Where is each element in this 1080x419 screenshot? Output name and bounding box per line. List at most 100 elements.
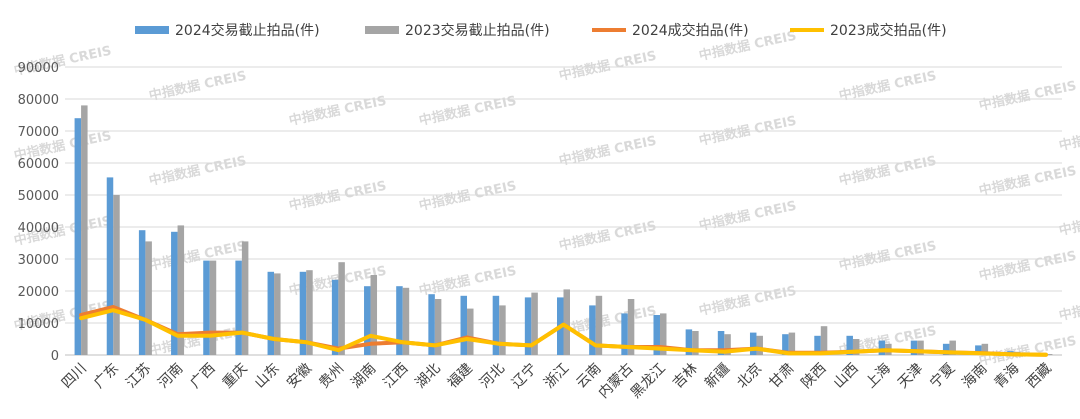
bar-2023-total bbox=[531, 292, 538, 355]
x-category-label: 宁夏 bbox=[926, 360, 958, 392]
watermark-text: 中指数据 CREIS bbox=[838, 238, 938, 274]
bar-2024-total bbox=[589, 305, 596, 355]
bar-2023-total bbox=[981, 343, 989, 355]
watermark-text: 中指数据 CREIS bbox=[418, 263, 518, 299]
bar-2023-total bbox=[820, 326, 828, 355]
y-tick-label: 20000 bbox=[18, 285, 59, 300]
bar-2024-total bbox=[653, 315, 660, 355]
bar-2023-total bbox=[467, 308, 474, 355]
x-category-label: 贵州 bbox=[316, 361, 347, 392]
watermark-text: 中指数据 CREIS bbox=[148, 153, 248, 189]
bar-2024-total bbox=[267, 271, 275, 355]
bar-2023-total bbox=[81, 105, 88, 356]
watermark-text: 中指数据 CREIS bbox=[1058, 203, 1080, 239]
bar-2024-total bbox=[782, 334, 789, 355]
line-2023-sold bbox=[79, 308, 1048, 357]
x-category-label: 河北 bbox=[477, 361, 508, 392]
bar-2023-total bbox=[338, 262, 345, 355]
watermark-text: 中指数据 CREIS bbox=[978, 163, 1078, 199]
bar-2024-total bbox=[749, 332, 757, 355]
x-category-label: 北京 bbox=[734, 361, 765, 392]
watermark-text: 中指数据 CREIS bbox=[148, 68, 248, 104]
bar-2024-total bbox=[396, 286, 403, 355]
bar-2023-total bbox=[274, 273, 281, 355]
bar-2024-total bbox=[203, 260, 210, 355]
y-tick-label: 30000 bbox=[18, 253, 59, 268]
x-category-label: 江苏 bbox=[123, 361, 154, 392]
bar-2023-total bbox=[499, 305, 506, 355]
bar-2023-total bbox=[595, 295, 603, 355]
bar-2023-total bbox=[692, 331, 699, 355]
bar-2023-total bbox=[724, 334, 731, 355]
bar-2024-total bbox=[910, 340, 918, 355]
watermark-text: 中指数据 CREIS bbox=[288, 93, 388, 129]
legend: 2024交易截止拍品(件) 2023交易截止拍品(件) 2024成交拍品(件) 202… bbox=[135, 22, 947, 39]
x-category-label: 重庆 bbox=[220, 361, 251, 392]
bar-2023-total bbox=[788, 332, 796, 355]
bar-2023-total bbox=[563, 289, 570, 355]
bar-2024-total bbox=[492, 295, 500, 355]
bar-2023-total bbox=[949, 340, 956, 355]
x-category-label: 陕西 bbox=[799, 361, 830, 392]
x-category-label: 湖北 bbox=[413, 361, 444, 392]
x-category-label: 西藏 bbox=[1024, 361, 1055, 392]
bar-2023-total bbox=[852, 339, 860, 355]
y-tick-label: 80000 bbox=[18, 93, 59, 108]
bar-2024-total bbox=[106, 177, 114, 355]
bar-2024-total bbox=[460, 295, 468, 355]
legend-label: 2024成交拍品(件) bbox=[632, 22, 749, 39]
x-category-label: 四川 bbox=[59, 361, 90, 392]
bar-2024-total bbox=[74, 118, 82, 355]
watermark-text: 中指数据 CREIS bbox=[838, 68, 938, 104]
bar-2024-total bbox=[621, 313, 628, 355]
watermark-text: 中指数据 CREIS bbox=[978, 248, 1078, 284]
bar-2024-total bbox=[364, 286, 371, 355]
x-category-label: 江西 bbox=[380, 361, 411, 392]
bar-2023-total bbox=[756, 335, 763, 355]
y-tick-label: 70000 bbox=[18, 125, 59, 140]
bar-2024-total bbox=[171, 231, 178, 355]
x-category-label: 新疆 bbox=[702, 361, 733, 392]
watermark-text: 中指数据 CREIS bbox=[418, 93, 518, 129]
x-category-label: 安徽 bbox=[284, 361, 315, 392]
bar-2024-total bbox=[814, 335, 821, 355]
watermark-text: 中指数据 CREIS bbox=[558, 303, 658, 339]
x-category-label: 广西 bbox=[187, 361, 218, 392]
bar-2024-total bbox=[942, 343, 950, 355]
x-category-label: 河南 bbox=[155, 361, 186, 392]
watermark-text: 中指数据 CREIS bbox=[698, 283, 798, 319]
watermark-text: 中指数据 CREIS bbox=[558, 48, 658, 84]
watermark-text: 中指数据 CREIS bbox=[978, 78, 1078, 114]
y-tick-label: 40000 bbox=[18, 221, 59, 236]
bar-2023-total bbox=[402, 287, 410, 355]
y-axis: 0 10000 20000 30000 40000 50000 60000 70000 8000… bbox=[18, 61, 59, 364]
series-lines bbox=[79, 305, 1048, 357]
legend-label: 2023成交拍品(件) bbox=[830, 22, 947, 39]
legend-swatch bbox=[365, 26, 399, 34]
bar-2024-total bbox=[975, 345, 982, 355]
bar-2023-total bbox=[177, 225, 185, 355]
x-category-label: 辽宁 bbox=[508, 360, 540, 392]
watermark-text: 中指数据 CREIS bbox=[288, 178, 388, 214]
bar-2023-total bbox=[209, 260, 217, 355]
bar-2023-total bbox=[659, 313, 667, 355]
legend-label: 2023交易截止拍品(件) bbox=[405, 22, 550, 39]
watermark-text: 中指数据 CREIS bbox=[148, 238, 248, 274]
watermark-text: 中指数据 CREIS bbox=[1058, 118, 1080, 154]
watermark-text: 中指数据 CREIS bbox=[698, 198, 798, 234]
bar-2023-total bbox=[1045, 354, 1053, 355]
bar-2023-total bbox=[627, 299, 635, 355]
bar-2024-total bbox=[331, 279, 339, 355]
y-tick-label: 50000 bbox=[18, 189, 59, 204]
watermark-text: 中指数据 CREIS bbox=[418, 178, 518, 214]
bar-2023-total bbox=[370, 275, 378, 355]
x-category-label: 山东 bbox=[252, 361, 283, 392]
y-tick-label: 0 bbox=[51, 349, 59, 364]
watermark-text: 中指数据 CREIS bbox=[838, 153, 938, 189]
y-tick-label: 60000 bbox=[18, 157, 59, 172]
bar-2024-total bbox=[235, 260, 242, 355]
x-category-label: 浙江 bbox=[541, 361, 572, 392]
bar-2024-total bbox=[717, 331, 725, 355]
bar-2023-total bbox=[145, 241, 152, 355]
